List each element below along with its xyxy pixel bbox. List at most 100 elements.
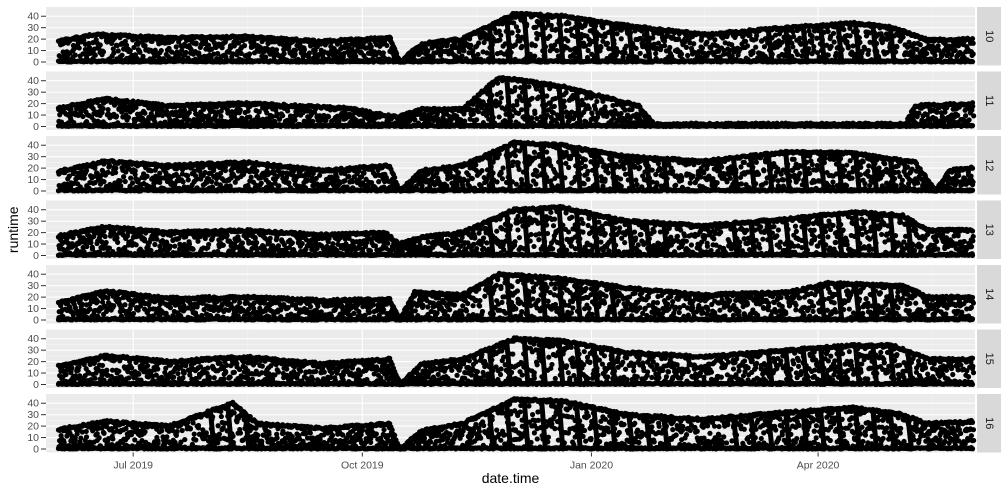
data-point xyxy=(159,48,164,53)
data-point xyxy=(811,44,816,49)
data-point xyxy=(970,59,975,64)
data-point xyxy=(638,51,643,56)
data-point xyxy=(247,51,252,56)
data-point xyxy=(563,90,568,95)
data-point xyxy=(514,102,519,107)
data-point xyxy=(468,43,473,48)
data-point xyxy=(93,53,98,58)
data-point xyxy=(832,39,837,44)
data-point xyxy=(530,96,535,101)
data-point xyxy=(461,48,466,53)
data-point xyxy=(936,43,941,48)
data-point xyxy=(797,36,802,41)
data-point xyxy=(497,37,502,42)
data-point xyxy=(795,52,800,57)
data-point xyxy=(594,99,599,104)
data-point xyxy=(99,110,104,115)
data-point xyxy=(292,117,297,122)
data-point xyxy=(615,31,620,36)
facet-strip-label: 10 xyxy=(983,30,995,42)
y-tick-label: 0 xyxy=(33,56,39,68)
data-point xyxy=(73,52,78,57)
data-point xyxy=(847,33,852,38)
data-point xyxy=(532,108,537,113)
data-point xyxy=(529,115,534,120)
y-tick-label: 10 xyxy=(27,45,39,57)
y-tick-label: 20 xyxy=(27,34,39,46)
data-point xyxy=(519,44,524,49)
data-point xyxy=(293,48,298,53)
data-point xyxy=(116,48,121,53)
data-point xyxy=(498,90,503,95)
data-point xyxy=(834,51,839,56)
data-point xyxy=(476,40,481,45)
data-point xyxy=(183,50,188,55)
data-point xyxy=(532,54,537,59)
data-point xyxy=(164,109,169,114)
data-point xyxy=(512,88,517,93)
data-point xyxy=(68,107,73,112)
data-point xyxy=(325,114,330,119)
data-point xyxy=(691,41,696,46)
data-point xyxy=(77,45,82,50)
data-point xyxy=(101,49,106,54)
data-point xyxy=(547,34,552,39)
data-point xyxy=(126,115,131,120)
data-point xyxy=(495,81,500,86)
data-point xyxy=(301,45,306,50)
data-point xyxy=(566,21,571,26)
data-point xyxy=(114,114,119,119)
data-point xyxy=(704,40,709,45)
data-point xyxy=(194,41,199,46)
data-point xyxy=(474,117,479,122)
data-point xyxy=(587,106,592,111)
data-point xyxy=(142,111,147,116)
data-point xyxy=(679,52,684,57)
data-point xyxy=(242,43,247,48)
data-point xyxy=(826,53,831,58)
data-point xyxy=(554,48,559,53)
data-point xyxy=(552,104,557,109)
data-point xyxy=(497,100,502,105)
y-tick-label: 30 xyxy=(27,22,39,34)
data-point xyxy=(280,113,285,118)
data-point xyxy=(475,52,480,57)
data-point xyxy=(932,53,937,58)
data-point xyxy=(598,45,603,50)
data-point xyxy=(699,38,704,43)
data-point xyxy=(533,43,538,48)
data-point xyxy=(700,45,705,50)
data-point xyxy=(633,46,638,51)
data-point xyxy=(589,110,594,115)
data-point xyxy=(745,43,750,48)
data-point xyxy=(650,35,655,40)
data-point xyxy=(80,114,85,119)
data-point xyxy=(862,45,867,50)
data-point xyxy=(971,51,976,56)
data-point xyxy=(381,50,386,55)
data-point xyxy=(624,43,629,48)
data-point xyxy=(516,28,521,33)
data-point xyxy=(369,44,374,49)
data-point xyxy=(753,36,758,41)
data-point xyxy=(689,46,694,51)
data-point xyxy=(953,48,958,53)
data-point xyxy=(137,49,142,54)
data-point xyxy=(743,39,748,44)
data-point xyxy=(605,41,610,46)
data-point xyxy=(174,44,179,49)
data-point xyxy=(238,107,243,112)
data-point xyxy=(384,43,389,48)
data-point xyxy=(866,48,871,53)
data-point xyxy=(841,27,846,32)
data-point xyxy=(712,37,717,42)
data-point xyxy=(846,45,851,50)
data-point xyxy=(826,29,831,34)
data-point xyxy=(918,42,923,47)
data-point xyxy=(565,38,570,43)
data-point xyxy=(586,48,591,53)
